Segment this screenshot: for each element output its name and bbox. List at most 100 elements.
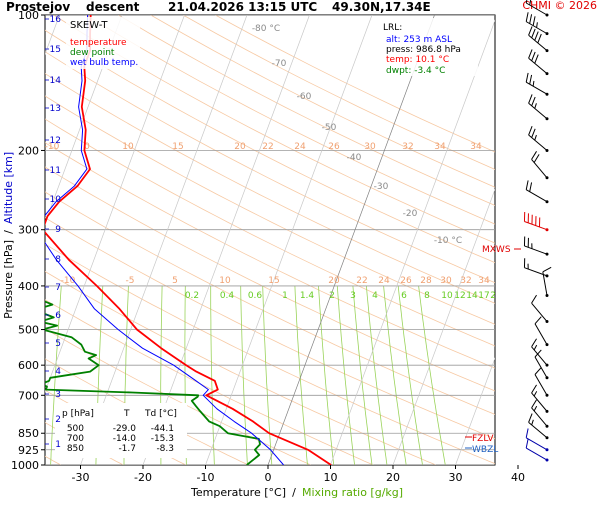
wind-barb-flag [537,22,538,27]
table-header-p: p [hPa] [62,409,94,419]
adiabat-label: 34 [434,142,446,152]
wind-barb-station [546,376,549,379]
pressure-tick-label: 500 [18,324,39,337]
wind-barb-flag [533,16,535,25]
altitude-tick-label: 5 [55,339,61,349]
wind-barb-flag [526,428,528,437]
wind-barb-flag [543,267,551,272]
isotherm-label: -60 [297,92,312,102]
table-cell: -8.3 [156,444,174,454]
table-cell: -15.3 [151,434,174,444]
adiabat-label: 26 [400,276,412,286]
wind-barb-flag [532,151,537,159]
lrl-box: LRL: alt: 253 m ASL press: 986.8 hPa tem… [380,18,478,76]
lrl-dwpt: dwpt: -3.4 °C [386,66,445,76]
coords-label: 49.30N,17.34E [332,0,431,14]
pressure-tick-label: 600 [18,359,39,372]
wind-barb [532,151,549,179]
copyright-label: CHMI © 2026 [522,0,597,12]
mixing-ratio-label: 0.2 [185,291,199,301]
wind-barb-flag [535,103,537,108]
table-header-t: T [123,409,130,419]
altitude-tick-label: 6 [55,311,61,321]
lrl-temp: temp: 10.1 °C [386,55,449,65]
wind-barb [526,180,548,203]
table-cell: -29.0 [113,424,137,434]
fzlv-label: FZLV [472,434,494,444]
wind-barb-flag [535,367,541,374]
pressure-tick-label: 850 [18,427,39,440]
wind-barb-station [546,410,549,413]
wind-barb-flag [534,406,537,411]
altitude-tick-label: 12 [50,136,61,146]
wind-barb [524,212,548,231]
wind-barb-shaft [535,375,547,396]
adiabat-label: -5 [126,276,135,286]
wind-barb-flag [534,154,539,162]
altitude-tick-label: 15 [50,45,61,55]
wind-barb [543,267,551,297]
wind-barb-flag [530,75,532,84]
mixing-ratio-label: 0.4 [220,291,235,301]
wind-barb-station [546,149,549,152]
isotherm-label: -40 [347,153,362,163]
pressure-tick-label: 400 [18,280,39,293]
adiabat-label: 32 [460,276,471,286]
wind-barb-flag [529,414,532,423]
y-axis-separator: / [2,230,15,234]
adiabat-label: 22 [356,276,367,286]
wind-barb-flag [532,295,537,303]
wind-barb-flag [532,385,537,393]
wind-barb-flag [532,52,535,61]
wind-barb [535,367,549,396]
wind-barb-shaft [526,448,547,460]
adiabat-label: 15 [268,276,279,286]
temperature-tick-label: 30 [449,471,463,484]
wind-barb-flag [533,81,534,86]
wind-barb [529,49,549,75]
isotherm-label: -20 [403,209,418,219]
wind-barb-flag [526,12,528,21]
adiabat-label: 15 [172,142,183,152]
wind-barb-flag [526,439,528,448]
y-axis-title-2: Altitude [km] [2,152,15,224]
temperature-tick-label: 0 [265,471,272,484]
wind-barb [529,126,549,152]
wind-barb [526,439,548,462]
wind-barb-flag [529,94,532,103]
lrl-title: LRL: [383,23,402,33]
isotherm-label: -70 [272,59,287,69]
wind-barb-flag [530,14,532,23]
mixing-ratio-label: 8 [424,291,430,301]
isotherm-label: -50 [322,123,337,133]
adiabat-label: 20 [234,142,246,152]
wind-barb-station [546,117,549,120]
mixing-ratio-label: 3 [350,291,356,301]
altitude-tick-label: 8 [55,255,61,265]
pressure-tick-label: 300 [18,224,39,237]
table-cell: 850 [67,444,84,454]
x-axis-title-2: Mixing ratio [g/kg] [302,486,403,499]
adiabat-label: 34 [470,142,482,152]
adiabat-label: 24 [378,276,390,286]
temperature-tick-label: -20 [134,471,152,484]
wind-barb-station [546,93,549,96]
x-axis-title: Temperature [°C] [190,486,286,499]
altitude-tick-label: 16 [50,15,62,25]
wind-barb-flag [529,126,532,135]
wind-barb-station [546,228,549,231]
pressure-tick-label: 100 [18,9,39,22]
wind-barb [532,385,549,413]
mxws-label: MXWS [482,245,511,255]
altitude-tick-label: 9 [55,225,61,235]
wind-barb-flag [532,400,537,408]
adiabat-label: 32 [402,142,413,152]
temperature-tick-label: -10 [197,471,215,484]
legend-temperature: temperature [70,38,127,48]
temperature-tick-label: 10 [324,471,338,484]
wind-barb-station [546,32,549,35]
wind-barb-flag [532,29,535,38]
altitude-tick-label: 7 [55,283,61,293]
altitude-tick-label: 11 [50,166,61,176]
